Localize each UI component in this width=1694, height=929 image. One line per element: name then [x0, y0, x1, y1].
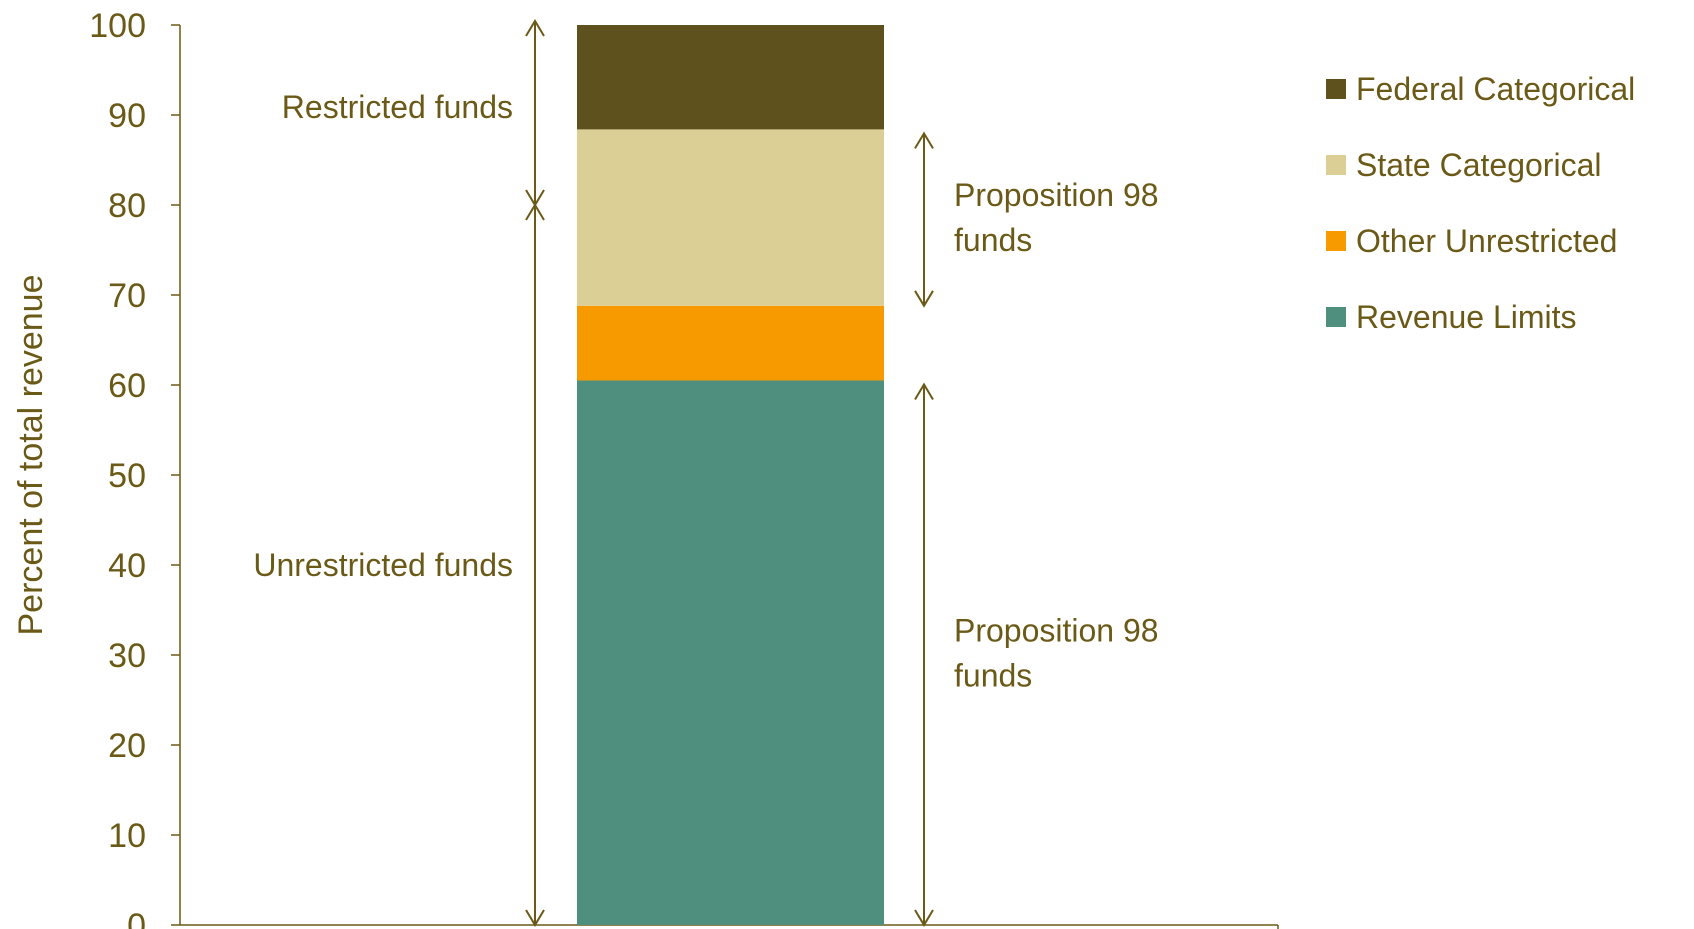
bars — [577, 25, 884, 925]
y-tick-label: 70 — [108, 277, 146, 315]
double-arrow — [525, 19, 545, 207]
y-tick-label: 50 — [108, 457, 146, 495]
arrow-head-bottom — [525, 909, 545, 927]
double-arrow — [914, 131, 934, 308]
y-tick-label: 40 — [108, 547, 146, 585]
bar-segment-revenue-limits — [577, 380, 884, 925]
legend: Federal Categorical State Categorical Othe… — [1326, 71, 1635, 335]
arrow-head-top — [914, 131, 934, 149]
legend-swatch — [1326, 231, 1346, 251]
y-axis-title: Percent of total revenue — [12, 274, 50, 635]
bar-segment-state-categorical — [577, 129, 884, 306]
annotations: Restricted funds Unrestricted funds Propos… — [253, 19, 1159, 927]
annotation-label: Restricted funds — [282, 89, 513, 125]
legend-label: Revenue Limits — [1356, 299, 1577, 335]
annotation-label: Proposition 98 — [954, 177, 1159, 213]
y-tick-label: 10 — [108, 817, 146, 855]
y-tick-label: 60 — [108, 367, 146, 405]
legend-label: Federal Categorical — [1356, 71, 1635, 107]
y-tick-label: 80 — [108, 187, 146, 225]
annotation-label: Unrestricted funds — [253, 547, 513, 583]
annotation-label: Proposition 98 — [954, 612, 1159, 648]
annotation-label: funds — [954, 657, 1032, 693]
double-arrow — [914, 382, 934, 927]
arrow-head-bottom — [914, 909, 934, 927]
bar-segment-other-unrestricted — [577, 305, 884, 381]
annotation-label: funds — [954, 222, 1032, 258]
arrow-head-top — [525, 203, 545, 221]
legend-swatch — [1326, 155, 1346, 175]
legend-label: Other Unrestricted — [1356, 223, 1617, 259]
legend-item: Revenue Limits — [1326, 299, 1577, 335]
legend-swatch — [1326, 79, 1346, 99]
legend-item: State Categorical — [1326, 147, 1601, 183]
legend-item: Federal Categorical — [1326, 71, 1635, 107]
legend-label: State Categorical — [1356, 147, 1601, 183]
y-tick-label: 0 — [127, 907, 146, 929]
arrow-head-bottom — [914, 290, 934, 308]
double-arrow — [525, 203, 545, 927]
y-tick-label: 90 — [108, 97, 146, 135]
arrow-head-top — [525, 19, 545, 37]
arrow-head-top — [914, 382, 934, 401]
legend-item: Other Unrestricted — [1326, 223, 1617, 259]
legend-swatch — [1326, 307, 1346, 327]
y-tick-label: 30 — [108, 637, 146, 675]
axes: 0 10 20 30 40 50 60 70 80 90 100 — [89, 7, 1279, 929]
bar-segment-federal-categorical — [577, 25, 884, 130]
y-tick-label: 100 — [89, 7, 146, 45]
y-tick-label: 20 — [108, 727, 146, 765]
